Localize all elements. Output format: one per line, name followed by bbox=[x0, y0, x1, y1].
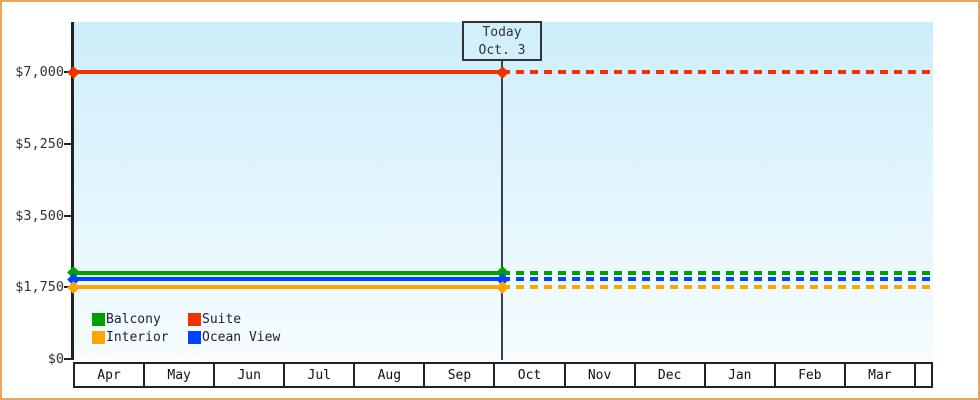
y-tick-mark bbox=[64, 214, 71, 217]
legend-label: Interior bbox=[106, 330, 169, 345]
y-tick-label: $1,750 bbox=[15, 279, 64, 296]
series-line-solid-ocean-view bbox=[73, 277, 502, 282]
x-axis-month-band: Apr May Jun Jul Aug Sep Oct Nov Dec Jan Feb Mar bbox=[73, 362, 933, 388]
legend-swatch bbox=[188, 313, 201, 326]
month-cell-dec: Dec bbox=[636, 364, 706, 386]
month-cell-aug: Aug bbox=[355, 364, 426, 386]
month-cell-may: May bbox=[145, 364, 216, 386]
month-cell-empty bbox=[916, 364, 931, 386]
legend-swatch bbox=[92, 313, 105, 326]
legend-label: Balcony bbox=[106, 312, 161, 327]
month-cell-sep: Sep bbox=[425, 364, 496, 386]
month-cell-jan: Jan bbox=[706, 364, 776, 386]
y-tick-mark bbox=[64, 358, 71, 360]
legend-label: Suite bbox=[202, 312, 242, 327]
series-line-solid-balcony bbox=[73, 270, 502, 275]
y-axis bbox=[71, 22, 74, 360]
y-tick-label: $5,250 bbox=[15, 135, 64, 152]
month-cell-apr: Apr bbox=[75, 364, 146, 386]
series-line-dashed-suite bbox=[502, 70, 933, 74]
today-label-line2: Oct. 3 bbox=[478, 43, 526, 58]
legend: Balcony Suite Interior Ocean View bbox=[92, 312, 280, 345]
month-cell-jun: Jun bbox=[215, 364, 286, 386]
legend-item-interior: Interior bbox=[92, 330, 188, 345]
today-label-line1: Today bbox=[482, 25, 522, 40]
legend-item-balcony: Balcony bbox=[92, 312, 188, 327]
y-tick-label: $7,000 bbox=[15, 64, 64, 80]
today-vertical-line bbox=[501, 22, 503, 360]
legend-swatch bbox=[92, 331, 105, 344]
legend-label: Ocean View bbox=[202, 330, 281, 345]
legend-swatch bbox=[188, 331, 201, 344]
series-line-dashed-balcony bbox=[502, 270, 933, 275]
y-tick-label: $0 bbox=[47, 351, 64, 367]
legend-item-suite: Suite bbox=[188, 312, 280, 327]
month-cell-jul: Jul bbox=[285, 364, 356, 386]
y-tick-mark bbox=[64, 142, 71, 145]
month-cell-oct: Oct bbox=[495, 364, 566, 386]
series-line-solid-interior bbox=[73, 285, 502, 290]
y-tick-label: $3,500 bbox=[15, 207, 64, 224]
month-cell-feb: Feb bbox=[776, 364, 846, 386]
month-cell-nov: Nov bbox=[566, 364, 636, 386]
series-line-solid-suite bbox=[73, 70, 502, 74]
series-line-dashed-interior bbox=[502, 285, 933, 290]
series-line-dashed-ocean-view bbox=[502, 277, 933, 282]
month-cell-mar: Mar bbox=[846, 364, 916, 386]
legend-item-ocean-view: Ocean View bbox=[188, 330, 280, 345]
today-label-box: Today Oct. 3 bbox=[462, 21, 542, 61]
